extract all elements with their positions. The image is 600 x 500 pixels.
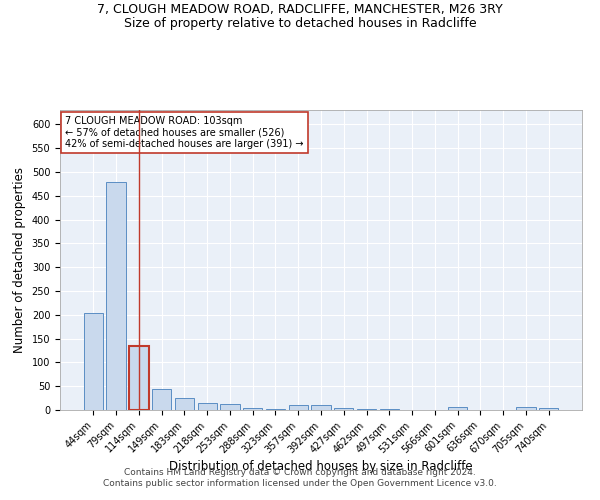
Text: 7, CLOUGH MEADOW ROAD, RADCLIFFE, MANCHESTER, M26 3RY: 7, CLOUGH MEADOW ROAD, RADCLIFFE, MANCHE… [97,2,503,16]
Bar [266,409,285,410]
Bar [334,408,353,410]
Bar [129,346,149,410]
Bar [106,182,126,410]
Bar [220,404,239,410]
Bar [289,405,308,410]
Bar [516,407,536,410]
Bar [539,408,558,410]
Bar [175,398,194,410]
Y-axis label: Number of detached properties: Number of detached properties [13,167,26,353]
Bar [357,409,376,410]
X-axis label: Distribution of detached houses by size in Radcliffe: Distribution of detached houses by size … [169,460,473,473]
Bar [311,405,331,410]
Bar [84,313,103,410]
Bar [380,409,399,410]
Bar [243,408,262,410]
Text: Size of property relative to detached houses in Radcliffe: Size of property relative to detached ho… [124,16,476,30]
Bar [448,407,467,410]
Text: Contains HM Land Registry data © Crown copyright and database right 2024.
Contai: Contains HM Land Registry data © Crown c… [103,468,497,487]
Bar [152,389,172,410]
Text: 7 CLOUGH MEADOW ROAD: 103sqm
← 57% of detached houses are smaller (526)
42% of s: 7 CLOUGH MEADOW ROAD: 103sqm ← 57% of de… [65,116,304,149]
Bar [197,403,217,410]
